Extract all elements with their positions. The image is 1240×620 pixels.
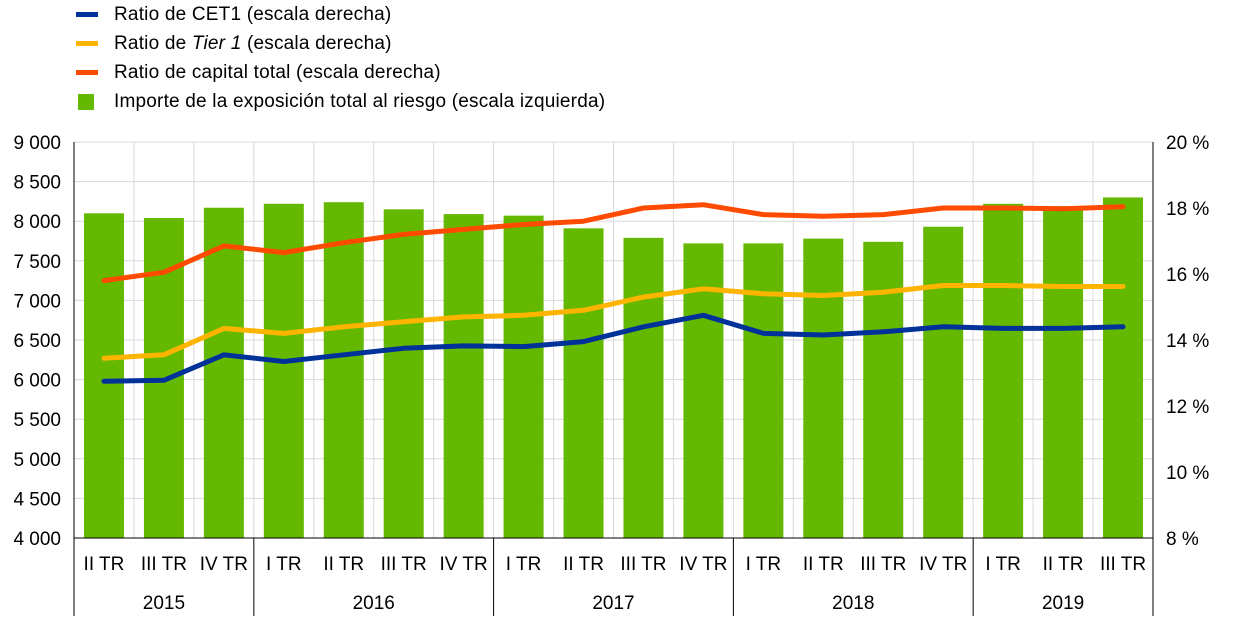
bar [443,214,484,538]
y-right-tick-label: 18 % [1166,199,1209,220]
x-tick-label: I TR [985,554,1021,575]
bar [323,202,364,538]
x-tick-label: II TR [323,554,364,575]
legend-swatch [76,12,98,17]
bar [743,243,784,538]
legend-item: Ratio de Tier 1 (escala derecha) [72,29,605,58]
bar [983,203,1024,538]
bar [203,207,244,538]
y-left-tick-label: 6 000 [13,371,61,392]
year-label: 2017 [592,593,634,614]
year-label: 2018 [832,593,874,614]
bar [503,215,544,538]
bar [83,213,124,538]
x-tick-label: III TR [620,554,666,575]
series-line [101,312,1126,384]
y-right-tick-label: 8 % [1166,529,1199,550]
bar [803,238,844,538]
legend-item: Importe de la exposición total al riesgo… [72,87,605,116]
x-tick-label: III TR [381,554,427,575]
legend-label: Importe de la exposición total al riesgo… [114,90,606,112]
x-tick-label: I TR [266,554,302,575]
x-tick-label: II TR [563,554,604,575]
y-left-tick-label: 8 000 [13,212,61,233]
y-left-tick-label: 7 500 [13,252,61,273]
year-label: 2016 [353,593,395,614]
axes: 4 000 4 500 5 000 5 500 6 000 6 500 7 000 7 500… [13,133,1209,616]
bar [923,226,964,538]
y-right-tick-label: 16 % [1166,265,1209,286]
x-tick-label: III TR [860,554,906,575]
y-left-tick-label: 5 500 [13,410,61,431]
x-tick-label: II TR [803,554,844,575]
legend-label: Ratio de Tier 1 (escala derecha) [114,32,392,54]
legend-swatch [78,93,94,110]
y-right-tick-label: 10 % [1166,463,1209,484]
x-tick-label: IV TR [200,554,248,575]
x-tick-label: IV TR [919,554,967,575]
y-left-tick-label: 7 000 [13,291,61,312]
legend-swatch [76,41,98,46]
y-right-tick-label: 20 % [1166,133,1209,154]
bar [863,241,904,539]
bar [383,209,424,538]
series-line [101,202,1126,284]
y-left-tick-label: 8 500 [13,173,61,194]
legend-label: Ratio de capital total (escala derecha) [114,61,441,83]
bar [1043,206,1084,539]
series-line [101,283,1126,361]
y-left-tick-label: 4 500 [13,489,61,510]
y-right-tick-label: 14 % [1166,331,1209,352]
x-tick-label: III TR [1100,554,1146,575]
bar [623,237,664,538]
y-right-tick-label: 12 % [1166,397,1209,418]
chart-legend: Ratio de CET1 (escala derecha) Ratio de T… [72,0,605,116]
x-tick-label: II TR [1043,554,1084,575]
legend-item: Ratio de capital total (escala derecha) [72,58,605,87]
x-tick-label: I TR [506,554,542,575]
x-tick-label: II TR [84,554,125,575]
line-series [101,202,1126,384]
legend-swatch [76,70,98,75]
legend-item: Ratio de CET1 (escala derecha) [72,0,605,29]
year-label: 2015 [143,593,185,614]
y-left-tick-label: 6 500 [13,331,61,352]
y-left-tick-label: 9 000 [13,133,61,154]
x-tick-label: III TR [141,554,187,575]
y-left-tick-label: 4 000 [13,529,61,550]
bar [563,228,604,538]
year-label: 2019 [1042,593,1084,614]
x-tick-label: IV TR [440,554,488,575]
bar [263,203,304,538]
legend-label: Ratio de CET1 (escala derecha) [114,3,392,25]
x-tick-label: IV TR [679,554,727,575]
bar [1103,197,1144,538]
y-left-tick-label: 5 000 [13,450,61,471]
x-tick-label: I TR [746,554,782,575]
